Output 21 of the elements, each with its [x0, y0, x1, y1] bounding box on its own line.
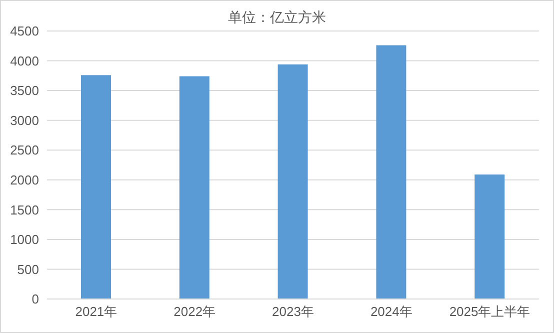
bar: [376, 45, 406, 299]
x-tick-label: 2023年: [272, 304, 314, 320]
y-tick-label: 1500: [10, 202, 39, 218]
bar: [278, 64, 308, 299]
y-tick-label: 500: [17, 262, 39, 277]
y-tick-label: 3000: [10, 112, 39, 128]
y-tick-label: 3500: [10, 83, 39, 98]
y-tick-label: 0: [32, 292, 39, 307]
x-tick-label: 2025年上半年: [449, 304, 530, 320]
y-tick-label: 1000: [10, 232, 39, 248]
y-tick-label: 2000: [10, 172, 39, 188]
bar: [474, 174, 505, 299]
x-tick-label: 2022年: [174, 304, 216, 320]
chart-title: 单位：亿立方米: [228, 9, 326, 25]
bar: [81, 75, 111, 299]
bar: [179, 76, 210, 299]
y-tick-label: 4000: [10, 53, 39, 68]
y-tick-label: 4500: [10, 24, 39, 39]
x-tick-label: 2021年: [75, 304, 118, 320]
x-tick-label: 2024年: [370, 304, 412, 320]
y-tick-label: 2500: [10, 142, 39, 158]
